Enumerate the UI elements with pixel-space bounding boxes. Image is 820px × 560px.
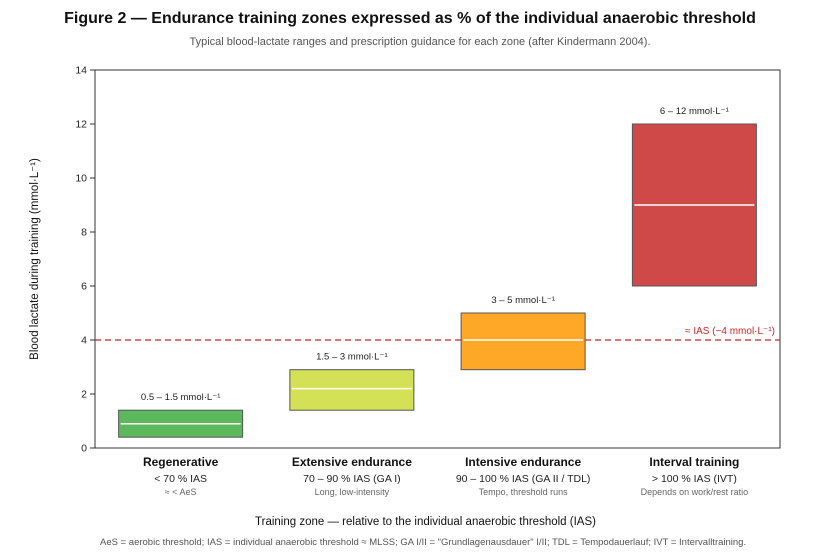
y-tick-label: 8 — [81, 227, 87, 239]
y-tick-label: 14 — [75, 65, 87, 77]
ias-reference-label: ≈ IAS (~4 mmol·L⁻¹) — [685, 326, 775, 337]
plot-frame — [94, 69, 781, 449]
zone-name-label: Extensive endurance — [292, 455, 412, 469]
y-tick-label: 6 — [81, 281, 87, 293]
x-axis-label: Training zone — relative to the individu… — [255, 516, 596, 528]
y-axis-label: Blood lactate during training (mmol·L⁻¹) — [29, 158, 41, 360]
zone-note-label: Depends on work/rest ratio — [641, 487, 749, 497]
y-tick-label: 12 — [75, 119, 87, 131]
zone-percent-label: < 70 % IAS — [154, 473, 207, 485]
y-tick-label: 4 — [81, 335, 87, 347]
zone-note-label: ≈ < AeS — [165, 487, 197, 497]
zone-name-label: Regenerative — [143, 455, 219, 469]
zone-range-label: 0.5 – 1.5 mmol·L⁻¹ — [141, 392, 220, 403]
zone-note-label: Tempo, threshold runs — [479, 487, 569, 497]
y-tick-label: 10 — [75, 173, 87, 185]
zone-percent-label: > 100 % IAS (IVT) — [652, 473, 737, 485]
zone-percent-label: 90 – 100 % IAS (GA II / TDL) — [456, 473, 591, 485]
zone-range-label: 6 – 12 mmol·L⁻¹ — [660, 106, 729, 117]
y-tick-label: 2 — [81, 389, 87, 401]
y-tick-label: 0 — [81, 443, 87, 455]
chart-title: Figure 2 — Endurance training zones expr… — [64, 10, 756, 27]
chart-subtitle: Typical blood-lactate ranges and prescri… — [189, 36, 651, 48]
zone-note-label: Long, low-intensity — [315, 487, 390, 497]
zone-name-label: Intensive endurance — [465, 455, 581, 469]
zone-percent-label: 70 – 90 % IAS (GA I) — [303, 473, 400, 485]
zone-name-label: Interval training — [649, 455, 739, 469]
zone-bar — [460, 312, 586, 371]
footnote: AeS = aerobic threshold; IAS = individua… — [100, 537, 747, 548]
zone-range-label: 3 – 5 mmol·L⁻¹ — [491, 295, 555, 306]
zone-bar — [289, 369, 415, 411]
zone-range-label: 1.5 – 3 mmol·L⁻¹ — [316, 352, 388, 363]
